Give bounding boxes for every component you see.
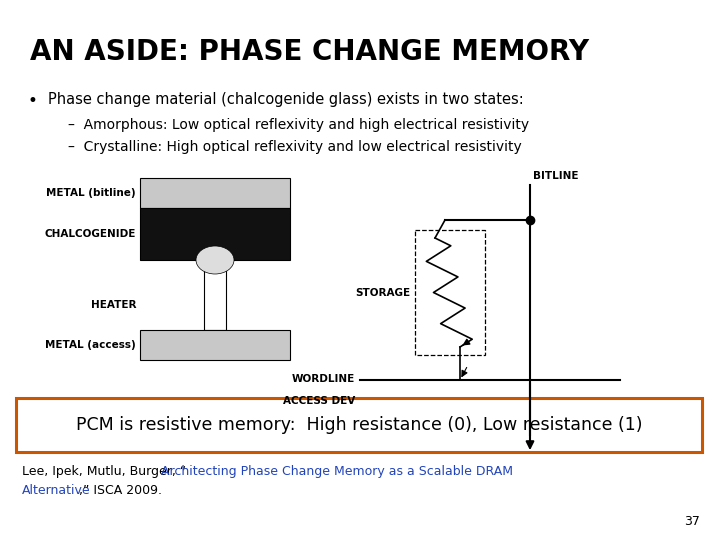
Text: Lee, Ipek, Mutlu, Burger, “: Lee, Ipek, Mutlu, Burger, “: [22, 465, 186, 478]
Text: ACCESS DEV: ACCESS DEV: [283, 396, 355, 406]
Polygon shape: [204, 260, 226, 330]
Text: Alternative: Alternative: [22, 484, 91, 497]
Text: ,” ISCA 2009.: ,” ISCA 2009.: [78, 484, 162, 497]
Text: BITLINE: BITLINE: [533, 171, 578, 181]
Text: Architecting Phase Change Memory as a Scalable DRAM: Architecting Phase Change Memory as a Sc…: [161, 465, 513, 478]
Text: WORDLINE: WORDLINE: [292, 374, 355, 384]
Text: –  Amorphous: Low optical reflexivity and high electrical resistivity: – Amorphous: Low optical reflexivity and…: [68, 118, 529, 132]
Text: HEATER: HEATER: [91, 300, 136, 310]
Text: –  Crystalline: High optical reflexivity and low electrical resistivity: – Crystalline: High optical reflexivity …: [68, 140, 522, 154]
Text: CHALCOGENIDE: CHALCOGENIDE: [45, 229, 136, 239]
Ellipse shape: [196, 246, 234, 274]
Polygon shape: [140, 178, 290, 208]
Text: Phase change material (chalcogenide glass) exists in two states:: Phase change material (chalcogenide glas…: [48, 92, 523, 107]
Text: AN ASIDE: PHASE CHANGE MEMORY: AN ASIDE: PHASE CHANGE MEMORY: [30, 38, 589, 66]
Text: 37: 37: [684, 515, 700, 528]
Polygon shape: [140, 208, 290, 260]
Bar: [415, 230, 485, 355]
Text: STORAGE: STORAGE: [355, 287, 410, 298]
Text: PCM is resistive memory:  High resistance (0), Low resistance (1): PCM is resistive memory: High resistance…: [76, 416, 642, 434]
Text: METAL (access): METAL (access): [45, 340, 136, 350]
Text: METAL (bitline): METAL (bitline): [46, 188, 136, 198]
FancyBboxPatch shape: [16, 398, 702, 452]
Polygon shape: [140, 330, 290, 360]
Text: •: •: [28, 92, 38, 110]
